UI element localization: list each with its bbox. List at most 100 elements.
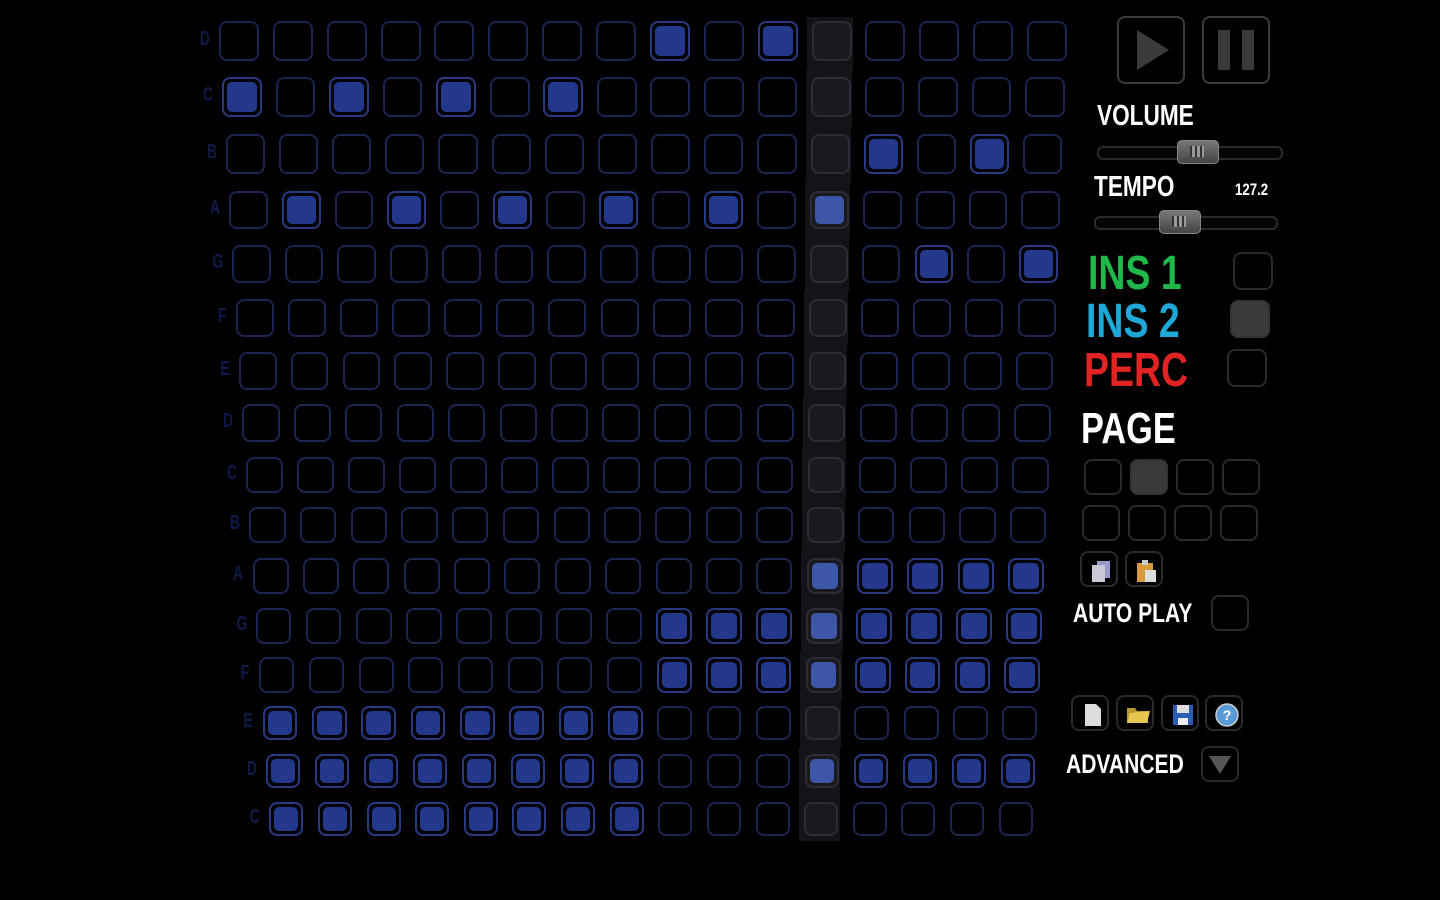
step-cell-r10-c13[interactable] (857, 506, 895, 544)
step-cell-r14-c4[interactable] (410, 705, 446, 741)
auto-play-checkbox[interactable] (1211, 595, 1249, 631)
instrument-2-label[interactable]: INS 2 (1086, 295, 1180, 348)
step-cell-r11-c4[interactable] (403, 558, 440, 594)
step-cell-r16-c16[interactable] (998, 802, 1033, 836)
step-cell-r14-c9[interactable] (657, 705, 692, 741)
step-cell-r15-c2[interactable] (314, 753, 350, 789)
step-cell-r15-c13[interactable] (853, 753, 889, 789)
step-cell-r2-c12[interactable] (811, 77, 851, 117)
step-cell-r5-c10[interactable] (704, 244, 744, 284)
step-cell-r13-c5[interactable] (457, 657, 494, 693)
step-cell-r14-c5[interactable] (459, 705, 495, 741)
step-cell-r5-c13[interactable] (862, 244, 901, 284)
step-cell-r12-c9[interactable] (656, 608, 692, 644)
step-cell-r12-c11[interactable] (756, 608, 792, 644)
step-cell-r8-c15[interactable] (962, 404, 1000, 442)
step-cell-r7-c5[interactable] (446, 352, 484, 390)
step-cell-r16-c9[interactable] (658, 802, 693, 836)
step-cell-r7-c9[interactable] (653, 352, 691, 390)
step-cell-r5-c11[interactable] (757, 244, 796, 284)
step-cell-r2-c8[interactable] (596, 77, 637, 117)
step-cell-r5-c9[interactable] (652, 244, 691, 284)
step-cell-r4-c1[interactable] (229, 190, 268, 230)
step-cell-r5-c7[interactable] (547, 244, 586, 284)
step-cell-r2-c5[interactable] (436, 77, 476, 117)
step-cell-r11-c7[interactable] (554, 558, 591, 594)
step-cell-r14-c15[interactable] (953, 705, 988, 741)
step-cell-r9-c7[interactable] (552, 456, 590, 494)
page-button-7[interactable] (1174, 505, 1212, 541)
step-cell-r7-c10[interactable] (705, 352, 743, 390)
step-cell-r3-c16[interactable] (1023, 134, 1063, 174)
instrument-1-label[interactable]: INS 1 (1088, 247, 1182, 300)
step-cell-r7-c16[interactable] (1015, 352, 1054, 390)
step-cell-r11-c9[interactable] (655, 558, 692, 594)
page-button-5[interactable] (1082, 505, 1120, 541)
step-cell-r5-c6[interactable] (494, 244, 534, 284)
step-cell-r13-c13[interactable] (855, 657, 891, 693)
step-cell-r7-c6[interactable] (497, 352, 536, 390)
step-cell-r12-c3[interactable] (355, 608, 392, 644)
step-cell-r2-c14[interactable] (918, 77, 958, 117)
step-cell-r10-c8[interactable] (604, 506, 641, 544)
step-cell-r8-c2[interactable] (293, 404, 332, 442)
step-cell-r8-c8[interactable] (602, 404, 640, 442)
tempo-knob[interactable] (1158, 210, 1201, 234)
step-cell-r11-c5[interactable] (454, 558, 491, 594)
step-cell-r4-c14[interactable] (915, 190, 955, 230)
step-cell-r16-c12[interactable] (804, 802, 839, 836)
step-cell-r15-c1[interactable] (265, 753, 301, 789)
step-cell-r12-c2[interactable] (305, 608, 342, 644)
step-cell-r8-c10[interactable] (705, 404, 743, 442)
step-cell-r12-c1[interactable] (255, 608, 292, 644)
page-button-1[interactable] (1084, 459, 1122, 495)
step-cell-r14-c2[interactable] (311, 705, 347, 741)
step-cell-r11-c6[interactable] (504, 558, 541, 594)
step-cell-r5-c4[interactable] (389, 244, 429, 284)
step-cell-r1-c7[interactable] (542, 21, 583, 61)
step-cell-r5-c1[interactable] (232, 244, 271, 284)
step-cell-r10-c1[interactable] (249, 506, 286, 544)
step-cell-r1-c3[interactable] (326, 21, 367, 61)
step-cell-r9-c10[interactable] (705, 456, 743, 494)
step-cell-r16-c8[interactable] (609, 802, 644, 836)
step-cell-r16-c14[interactable] (901, 802, 936, 836)
step-cell-r1-c2[interactable] (272, 21, 313, 61)
step-cell-r15-c3[interactable] (363, 753, 399, 789)
step-cell-r13-c8[interactable] (606, 657, 643, 693)
page-button-3[interactable] (1176, 459, 1214, 495)
step-cell-r3-c10[interactable] (704, 134, 744, 174)
step-cell-r8-c5[interactable] (448, 404, 486, 442)
step-cell-r9-c11[interactable] (756, 456, 794, 494)
step-cell-r6-c12[interactable] (809, 299, 848, 337)
step-cell-r6-c2[interactable] (287, 299, 326, 337)
step-cell-r6-c9[interactable] (652, 299, 691, 337)
step-cell-r1-c5[interactable] (434, 21, 475, 61)
step-cell-r3-c3[interactable] (332, 134, 372, 174)
step-cell-r6-c11[interactable] (756, 299, 795, 337)
step-cell-r1-c4[interactable] (380, 21, 421, 61)
volume-knob[interactable] (1177, 140, 1220, 164)
step-cell-r13-c9[interactable] (656, 657, 692, 693)
step-cell-r8-c7[interactable] (550, 404, 589, 442)
step-cell-r8-c14[interactable] (910, 404, 949, 442)
step-cell-r15-c15[interactable] (951, 753, 986, 789)
step-cell-r5-c16[interactable] (1019, 244, 1058, 284)
step-cell-r9-c14[interactable] (909, 456, 947, 494)
step-cell-r12-c7[interactable] (556, 608, 592, 644)
step-cell-r3-c15[interactable] (970, 134, 1010, 174)
step-cell-r16-c2[interactable] (317, 802, 352, 836)
step-cell-r4-c5[interactable] (440, 190, 480, 230)
step-cell-r6-c15[interactable] (965, 299, 1004, 337)
step-cell-r13-c12[interactable] (805, 657, 841, 693)
step-cell-r13-c3[interactable] (358, 657, 394, 693)
step-cell-r8-c12[interactable] (808, 404, 846, 442)
step-cell-r1-c10[interactable] (703, 21, 744, 61)
step-cell-r16-c13[interactable] (852, 802, 887, 836)
step-cell-r8-c1[interactable] (242, 404, 280, 442)
step-cell-r7-c11[interactable] (756, 352, 795, 390)
step-cell-r4-c11[interactable] (757, 190, 797, 230)
new-file-button[interactable] (1071, 695, 1109, 731)
step-cell-r10-c16[interactable] (1010, 506, 1047, 544)
step-cell-r16-c7[interactable] (561, 802, 596, 836)
